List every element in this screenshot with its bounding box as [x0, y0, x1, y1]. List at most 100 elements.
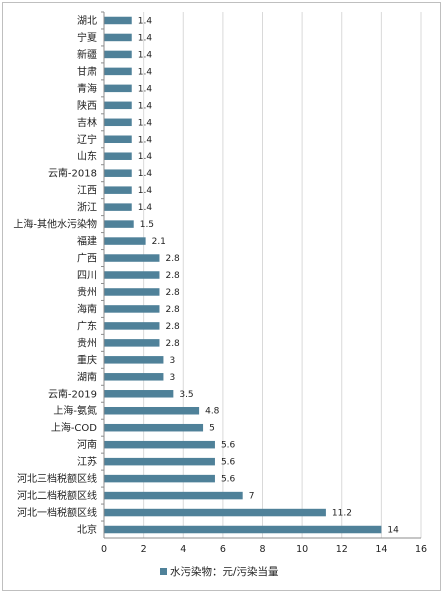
- bar: [104, 101, 132, 110]
- category-label: 广西: [77, 253, 97, 265]
- category-label: 河北二档税额区线: [17, 489, 97, 502]
- category-label: 河南: [77, 438, 97, 451]
- bar: [104, 457, 215, 466]
- bar: [104, 406, 200, 415]
- category-label: 湖北: [77, 15, 97, 27]
- data-label: 14: [387, 526, 399, 536]
- data-label: 2.8: [165, 339, 180, 349]
- category-label: 海南: [77, 302, 97, 315]
- data-label: 1.4: [138, 169, 153, 179]
- data-label: 1.4: [138, 203, 153, 213]
- data-label: 2.8: [165, 254, 180, 264]
- bar: [104, 356, 164, 364]
- data-label: 3: [169, 356, 175, 366]
- data-labels: 1.4 1.4 1.4 1.4 1.4 1.4 1.4 1.4 1.4 1.4 1.4 1.4 1.5 2…: [138, 16, 399, 535]
- bar: [104, 16, 132, 25]
- x-tick-label: 14: [375, 544, 387, 555]
- data-label: 2.8: [165, 288, 180, 298]
- category-label: 江西: [77, 185, 97, 197]
- data-label: 2.8: [165, 305, 180, 315]
- bar: [104, 237, 146, 245]
- bar: [104, 423, 204, 432]
- bar: [104, 50, 132, 59]
- bar: [104, 152, 132, 160]
- bar: [104, 373, 164, 381]
- category-label: 青海: [77, 82, 97, 95]
- bar: [104, 220, 134, 228]
- category-label: 福建: [77, 235, 97, 248]
- category-label: 云南-2018: [48, 167, 97, 180]
- category-label: 浙江: [77, 202, 97, 214]
- bar: [104, 491, 243, 500]
- data-label: 1.4: [138, 135, 153, 145]
- category-label: 河北三档税额区线: [17, 472, 97, 485]
- x-tick-label: 6: [220, 544, 226, 555]
- bar: [104, 508, 326, 517]
- category-label: 江苏: [77, 455, 97, 468]
- data-label: 1.4: [138, 33, 153, 43]
- x-tick-label: 0: [101, 544, 107, 555]
- x-tick-labels: 0 2 4 6 8 10 12 14 16: [101, 544, 427, 555]
- data-label: 1.4: [138, 67, 153, 77]
- category-label: 贵州: [77, 336, 97, 349]
- category-label: 云南-2019: [48, 387, 97, 400]
- data-label: 1.5: [140, 220, 154, 230]
- gridlines: [143, 12, 422, 538]
- bar: [104, 186, 132, 194]
- x-tick-label: 10: [296, 544, 308, 555]
- legend-swatch: [160, 568, 167, 575]
- data-label: 7: [249, 492, 255, 502]
- x-tick-label: 2: [141, 544, 147, 555]
- bar: [104, 339, 160, 347]
- category-label: 广东: [77, 319, 97, 332]
- data-label: 1.4: [138, 152, 153, 162]
- category-label: 湖南: [77, 370, 97, 383]
- bars: [104, 16, 382, 534]
- bar: [104, 67, 132, 76]
- category-label: 上海-COD: [51, 421, 97, 434]
- bar: [104, 33, 132, 42]
- data-label: 1.4: [138, 84, 153, 94]
- data-label: 1.4: [138, 16, 153, 26]
- data-label: 5.6: [221, 475, 236, 485]
- category-label: 甘肃: [77, 65, 97, 78]
- data-label: 11.2: [332, 509, 352, 519]
- x-tick-label: 4: [180, 544, 186, 555]
- category-label: 吉林: [77, 116, 97, 129]
- data-label: 1.4: [138, 50, 153, 60]
- category-label: 北京: [77, 523, 97, 536]
- data-label: 5.6: [221, 458, 236, 468]
- category-label: 贵州: [77, 285, 97, 298]
- category-label: 四川: [77, 271, 97, 282]
- bar: [104, 288, 160, 296]
- data-label: 5: [209, 424, 215, 434]
- data-label: 2.8: [165, 271, 180, 281]
- category-label: 上海-氨氮: [53, 404, 97, 417]
- bar: [104, 271, 160, 279]
- data-label: 4.8: [205, 407, 220, 417]
- x-tick-label: 8: [259, 544, 265, 555]
- axis: [101, 11, 421, 539]
- category-label: 宁夏: [77, 31, 97, 44]
- category-label: 新疆: [77, 48, 97, 61]
- legend: 水污染物：元/污染当量: [160, 565, 279, 578]
- data-label: 2.8: [165, 322, 180, 332]
- bar: [104, 118, 132, 127]
- category-label: 上海-其他水污染物: [13, 218, 97, 231]
- category-label: 辽宁: [77, 133, 97, 146]
- bar: [104, 305, 160, 313]
- data-label: 3.5: [179, 390, 193, 400]
- bar: [104, 135, 132, 144]
- bar: [104, 203, 132, 211]
- bar: [104, 322, 160, 330]
- legend-series-label: 水污染物：元/污染当量: [170, 565, 279, 578]
- category-label: 重庆: [77, 353, 97, 366]
- data-label: 5.6: [221, 441, 236, 451]
- x-tick-label: 16: [415, 544, 427, 555]
- data-label: 2.1: [152, 237, 166, 247]
- bar: [104, 525, 382, 534]
- data-label: 1.4: [138, 186, 153, 196]
- category-label: 山东: [77, 150, 97, 163]
- bar: [104, 254, 160, 262]
